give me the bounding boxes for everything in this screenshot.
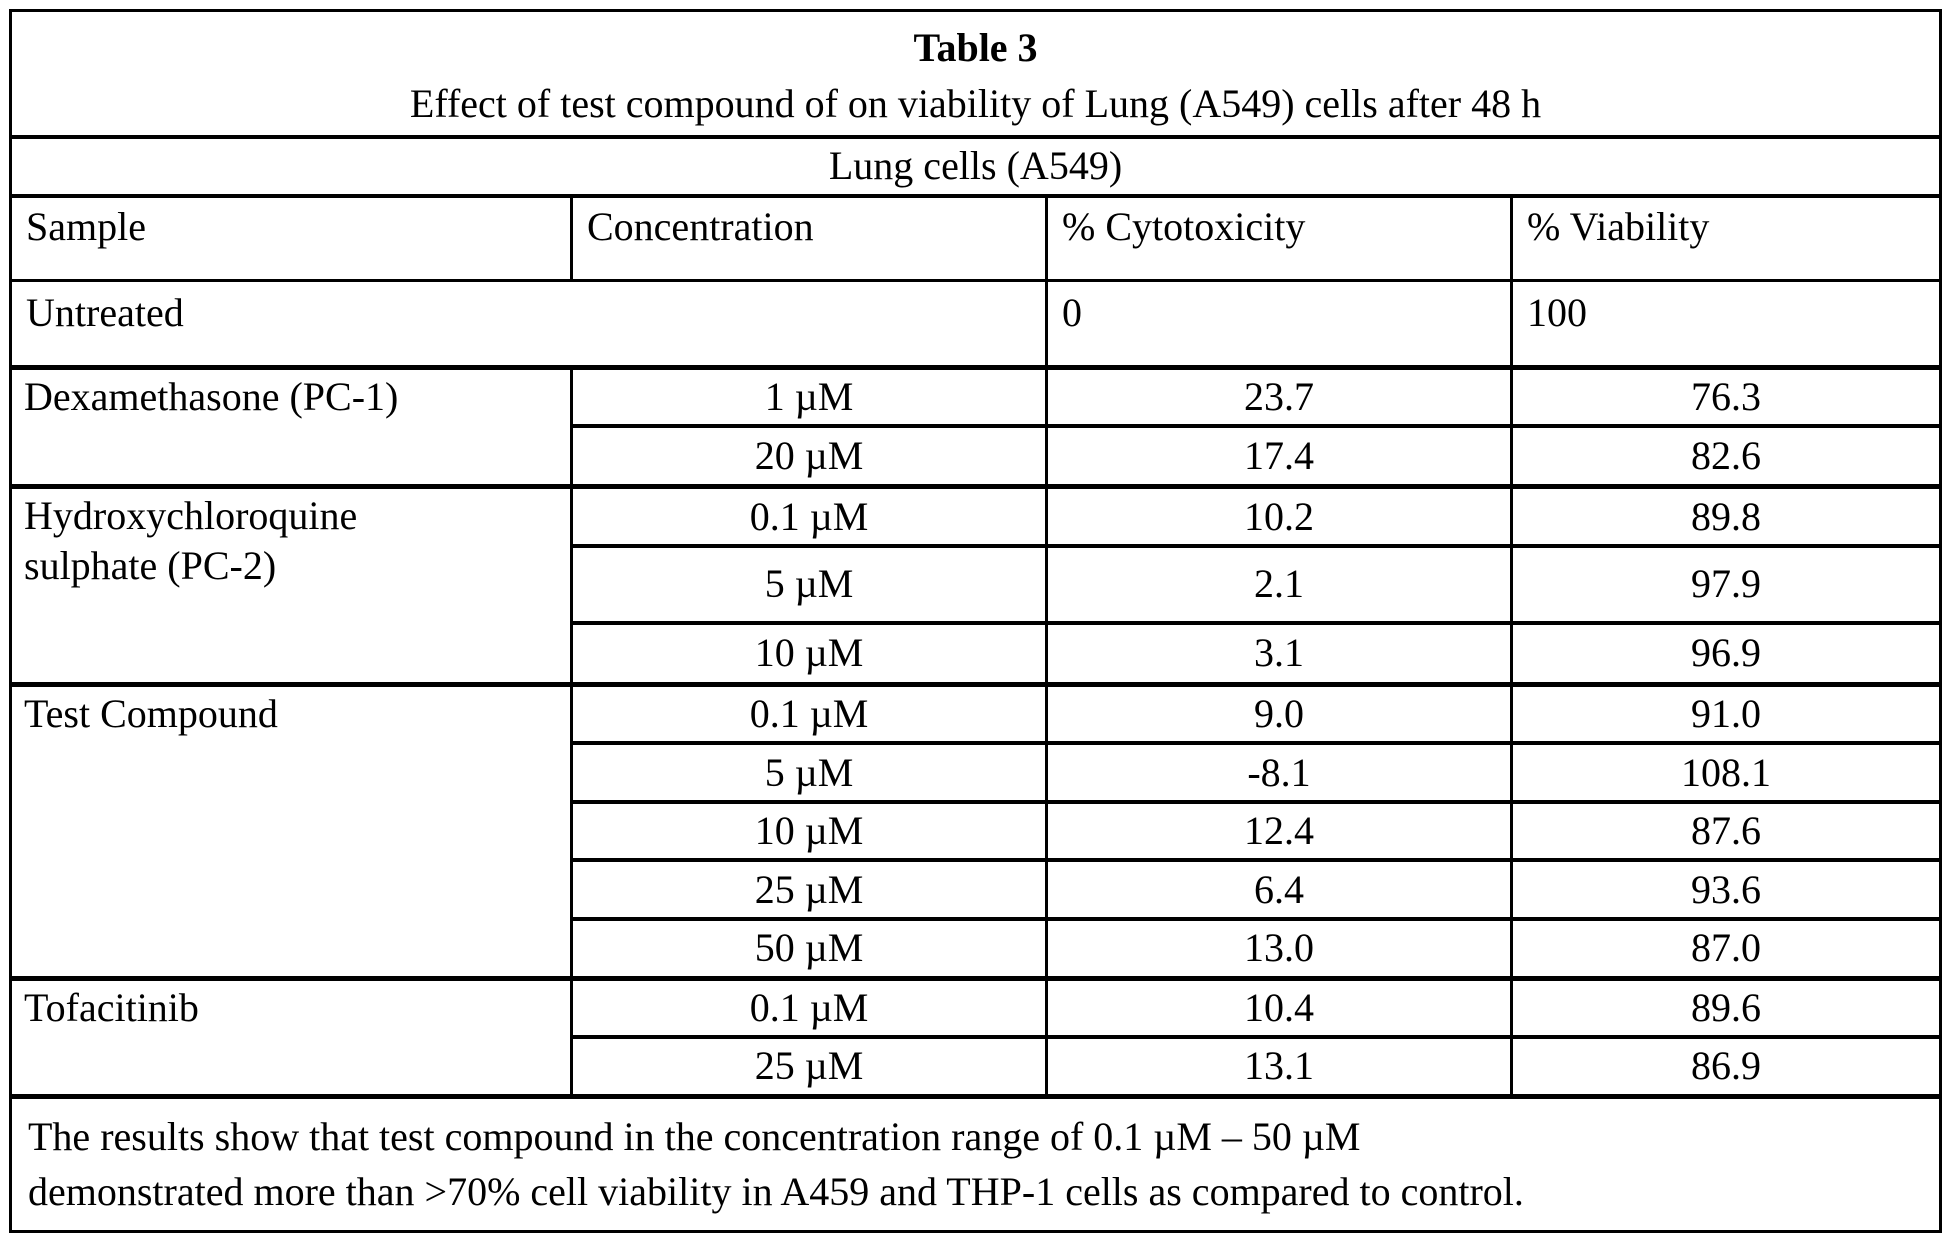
sample-name: Tofacitinib [24,984,199,1030]
viability-table: Table 3 Effect of test compound of on vi… [8,9,1943,1234]
viability-cell: 86.9 [1509,1035,1943,1098]
cytotoxicity-cell: 12.4 [1045,799,1513,862]
table-row: 25 µM 13.1 86.9 [11,1035,1943,1098]
cytotoxicity-cell: 2.1 [1045,544,1513,625]
column-header-sample: Sample [9,194,573,283]
cytotoxicity-cell: 0 [1045,279,1513,369]
table-row: Test Compound 0.1 µM 9.0 91.0 [9,681,1943,980]
footnote-line-2: demonstrated more than >70% cell viabili… [28,1168,1524,1214]
cytotoxicity-cell: 3.1 [1045,620,1513,686]
column-header-cytotoxicity: % Cytotoxicity [1045,194,1513,283]
cytotoxicity-cell: 9.0 [1045,681,1513,745]
sample-cell: Test Compound [9,681,573,980]
concentration-cell: 5 µM [570,741,1048,804]
sample-name: Hydroxychloroquine [24,493,358,539]
table-row: Hydroxychloroquine sulphate (PC-2) 0.1 µ… [9,484,1943,686]
concentration-cell: 50 µM [570,916,1048,980]
table-row: 5 µM -8.1 108.1 [11,741,1943,804]
column-header-row: Sample Concentration % Cytotoxicity % Vi… [9,194,1943,283]
section-header-row: Lung cells (A549) [8,135,1943,198]
table-row-untreated: Untreated 0 100 [9,279,1943,369]
sample-cell: Dexamethasone (PC-1) [9,364,573,489]
table-row: Dexamethasone (PC-1) 1 µM 23.7 76.3 [9,364,1943,489]
table-row: 25 µM 6.4 93.6 [11,858,1943,921]
table-subtitle: Effect of test compound of on viability … [409,81,1542,126]
viability-cell: 97.9 [1509,544,1943,625]
viability-cell: 100 [1509,279,1943,369]
cytotoxicity-cell: 23.7 [1045,364,1513,428]
sample-name: Test Compound [24,690,278,736]
viability-cell: 87.0 [1509,916,1943,980]
table-row: 10 µM 3.1 96.9 [11,620,1943,686]
viability-cell: 108.1 [1509,741,1943,804]
table-row: 10 µM 12.4 87.6 [11,799,1943,862]
concentration-cell: 0.1 µM [570,681,1048,745]
cytotoxicity-cell: 17.4 [1045,424,1513,489]
concentration-cell: 5 µM [570,544,1048,625]
column-header-viability: % Viability [1509,194,1943,283]
viability-cell: 93.6 [1509,858,1943,921]
table-row: 50 µM 13.0 87.0 [11,916,1943,980]
viability-cell: 96.9 [1509,620,1943,686]
cytotoxicity-cell: 13.0 [1045,916,1513,980]
sample-cell: Untreated [9,279,1048,369]
table-title: Table 3 [913,25,1038,70]
cytotoxicity-cell: -8.1 [1045,741,1513,804]
column-header-concentration: Concentration [570,194,1048,283]
concentration-cell: 0.1 µM [570,975,1048,1039]
viability-cell: 89.8 [1509,484,1943,548]
footnote-line-1: The results show that test compound in t… [28,1113,1361,1159]
concentration-cell: 10 µM [570,620,1048,686]
sample-cell: Hydroxychloroquine sulphate (PC-2) [9,484,573,686]
viability-cell: 82.6 [1509,424,1943,489]
viability-cell: 87.6 [1509,799,1943,862]
title-cell: Table 3 Effect of test compound of on vi… [8,9,1943,140]
concentration-cell: 0.1 µM [570,484,1048,548]
section-header-cell: Lung cells (A549) [8,135,1943,198]
viability-cell: 76.3 [1509,364,1943,428]
table-row: 20 µM 17.4 82.6 [11,424,1943,489]
viability-cell: 89.6 [1509,975,1943,1039]
cytotoxicity-cell: 6.4 [1045,858,1513,921]
sample-name: Dexamethasone (PC-1) [24,373,399,419]
footnote-cell: The results show that test compound in t… [8,1093,1943,1234]
concentration-cell: 25 µM [570,1035,1048,1098]
cytotoxicity-cell: 10.2 [1045,484,1513,548]
table-row: 5 µM 2.1 97.9 [11,544,1943,625]
cytotoxicity-cell: 13.1 [1045,1035,1513,1098]
footnote-row: The results show that test compound in t… [8,1093,1943,1234]
concentration-cell: 25 µM [570,858,1048,921]
concentration-cell: 20 µM [570,424,1048,489]
viability-cell: 91.0 [1509,681,1943,745]
concentration-cell: 10 µM [570,799,1048,862]
concentration-cell: 1 µM [570,364,1048,428]
cytotoxicity-cell: 10.4 [1045,975,1513,1039]
table-row: Tofacitinib 0.1 µM 10.4 89.6 [9,975,1943,1098]
sample-name: sulphate (PC-2) [24,543,277,589]
sample-cell: Tofacitinib [9,975,573,1098]
table-title-row: Table 3 Effect of test compound of on vi… [8,9,1943,140]
